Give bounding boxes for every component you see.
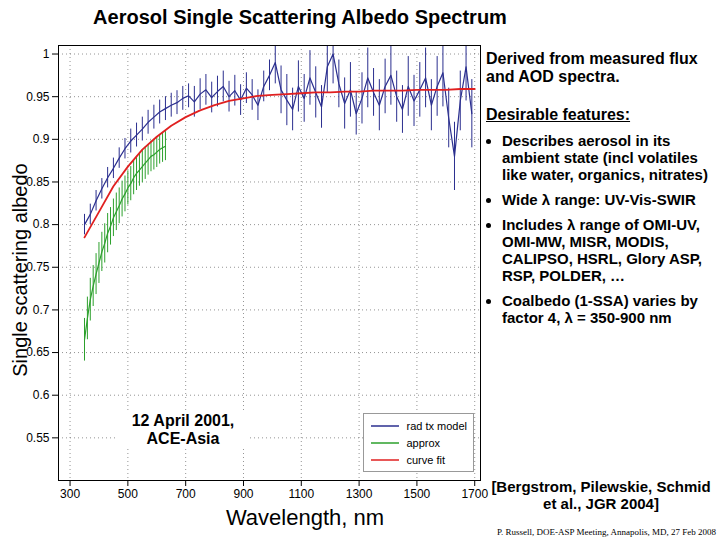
svg-text:1500: 1500 (404, 487, 431, 501)
html-text:Wide λ range: UV-Vis-SWIR: Wide λ range: UV-Vis-SWIR (502, 191, 696, 208)
svg-text:0.8: 0.8 (33, 217, 50, 231)
svg-text:0.55: 0.55 (26, 431, 50, 445)
svg-text:0.75: 0.75 (26, 260, 50, 275)
html-text:Includes λ range of OMI-UV, OM: Includes λ range of OMI-UV, OMI-MW, MISR… (502, 216, 702, 284)
html-text:Derived from measured flux and: Derived from measured flux and AOD spect… (486, 50, 698, 85)
svg-text:1300: 1300 (346, 487, 373, 501)
html-text:12 April 2001, ACE-Asia: 12 April 2001, ACE-Asia (131, 412, 235, 447)
html-text:Single scattering albedo: Single scattering albedo (9, 163, 31, 377)
svg-text:300: 300 (60, 487, 80, 501)
html-text:P. Russell, DOE-ASP Meeting, A: P. Russell, DOE-ASP Meeting, Annapolis, … (497, 527, 716, 537)
html-text:Desirable features:: Desirable features: (486, 106, 631, 123)
html-text:rad tx model: rad tx model (406, 419, 467, 432)
html-text:approx: approx (406, 436, 441, 449)
html-text:Wavelength, nm: Wavelength, nm (225, 505, 385, 530)
svg-text:0.65: 0.65 (26, 345, 50, 360)
svg-text:1100: 1100 (288, 487, 314, 501)
svg-text:0.7: 0.7 (33, 303, 50, 317)
svg-text:700: 700 (176, 487, 196, 501)
svg-text:1700: 1700 (461, 487, 488, 501)
svg-text:900: 900 (233, 487, 253, 501)
svg-text:1: 1 (43, 47, 50, 61)
html-text:Aerosol Single Scattering Albe: Aerosol Single Scattering Albedo Spectru… (93, 6, 507, 28)
html-text:Coalbedo (1-SSA) varies by fac: Coalbedo (1-SSA) varies by factor 4, λ =… (502, 292, 698, 326)
html-text:Describes aerosol in its ambie: Describes aerosol in its ambient state (… (502, 132, 708, 183)
svg-text:500: 500 (118, 487, 138, 501)
svg-text:0.95: 0.95 (26, 90, 50, 104)
svg-text:0.85: 0.85 (26, 174, 50, 189)
html-text:curve fit: curve fit (406, 453, 445, 466)
svg-text:0.6: 0.6 (33, 388, 50, 402)
svg-text:0.9: 0.9 (33, 132, 50, 146)
html-text:[Bergstrom, Pilewskie, Schmid: [Bergstrom, Pilewskie, Schmid et al., JG… (491, 478, 711, 512)
